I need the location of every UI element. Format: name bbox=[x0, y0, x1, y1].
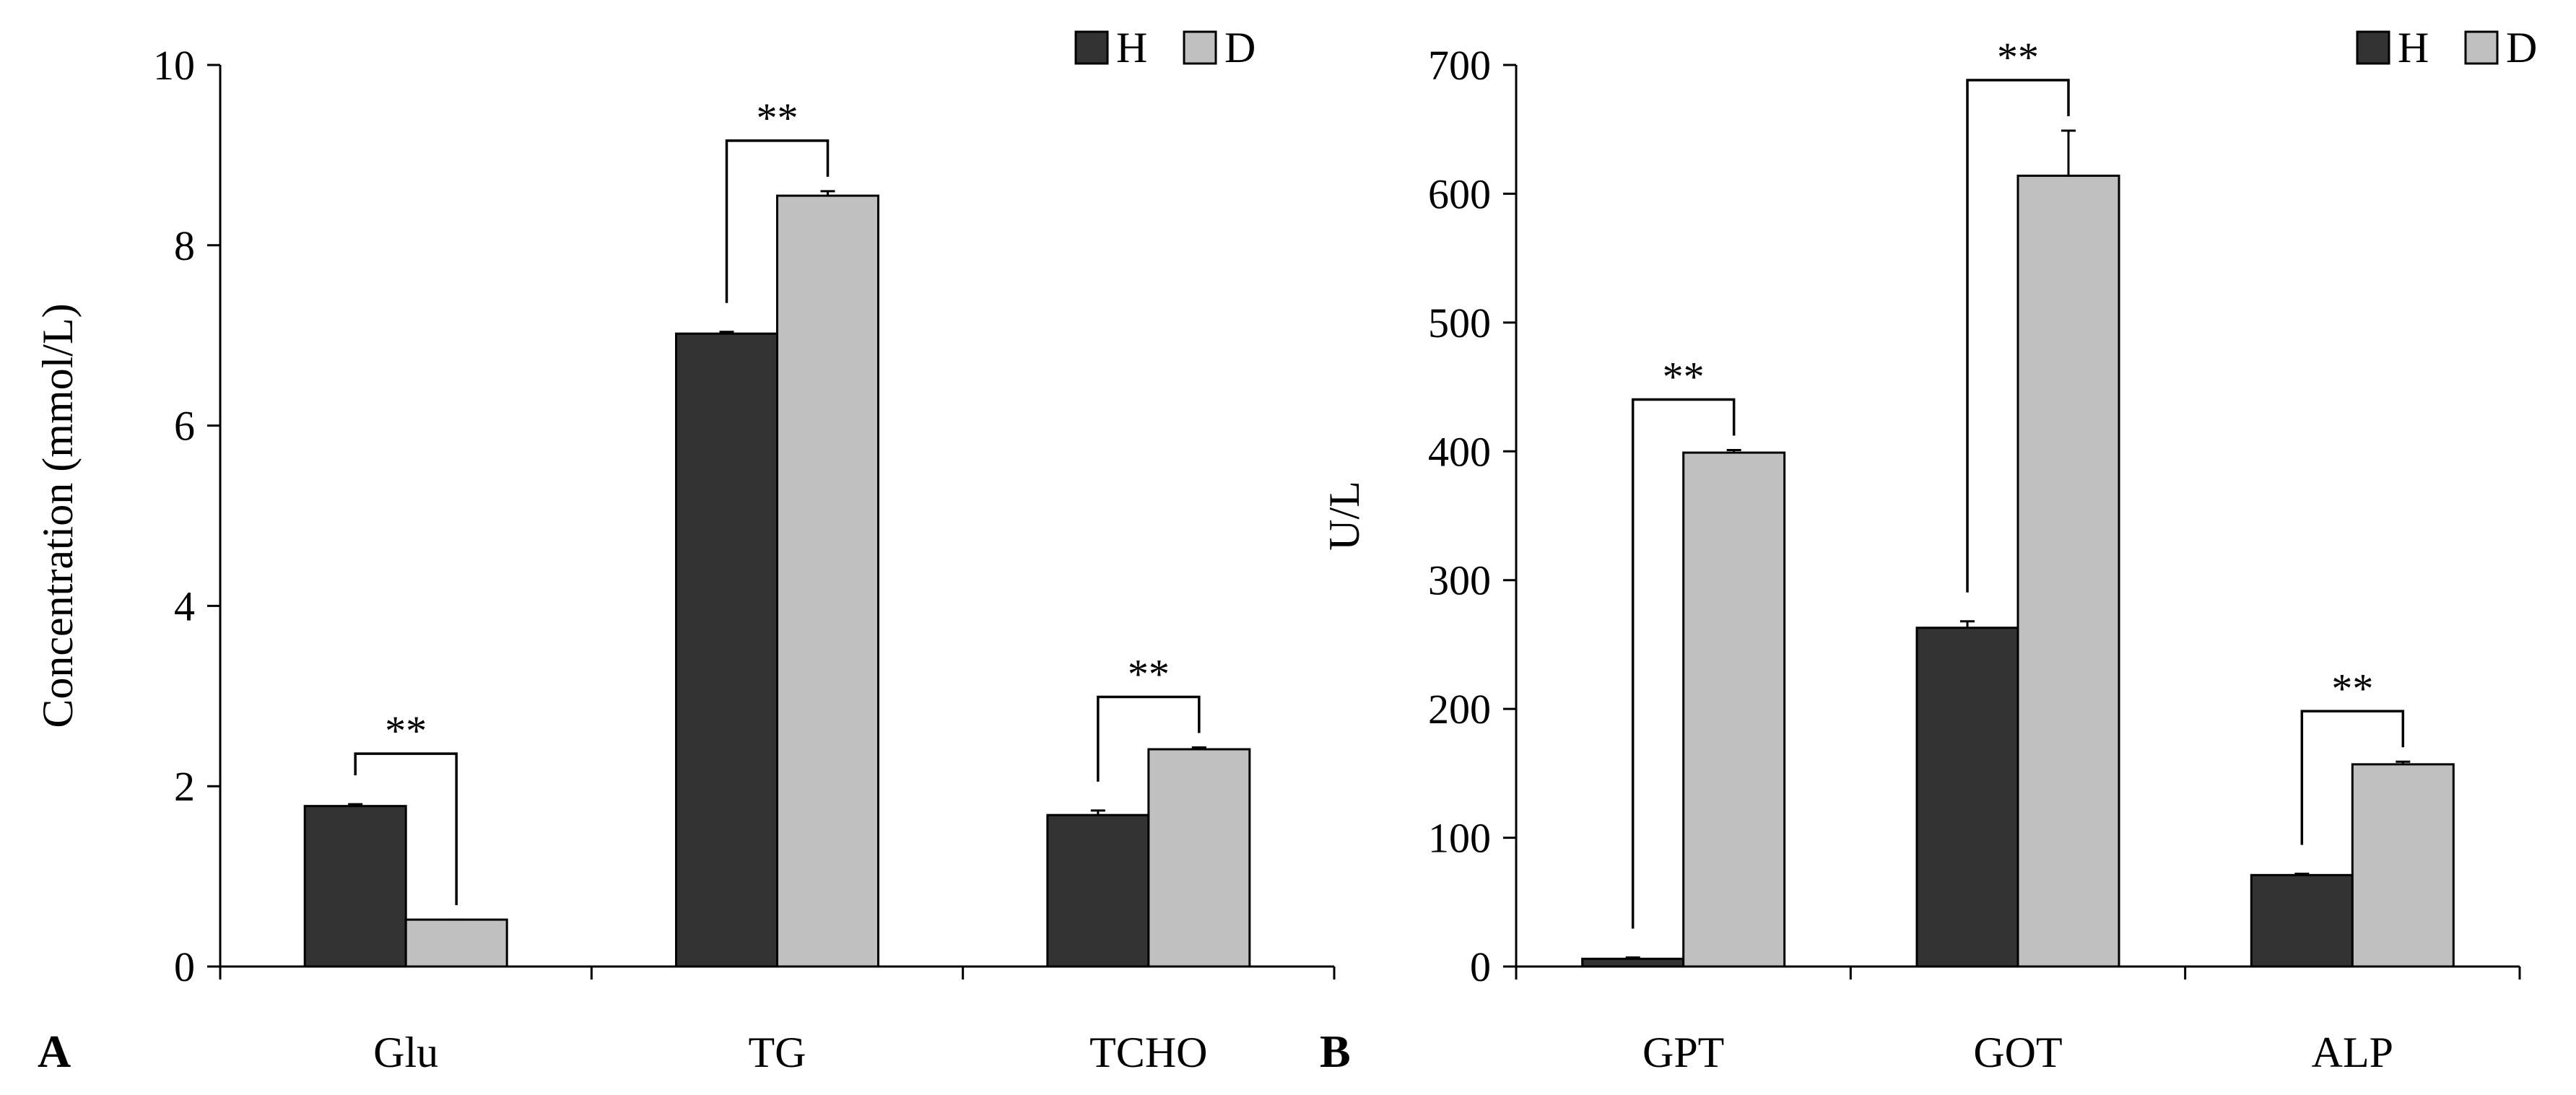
y-tick-label: 6 bbox=[174, 403, 195, 450]
error-bar-D-GOT bbox=[2061, 129, 2076, 176]
bar-H-TG bbox=[675, 332, 778, 968]
significance-bracket bbox=[354, 752, 458, 906]
error-bar-H-GPT bbox=[1625, 956, 1640, 959]
panel-label: A bbox=[38, 1026, 71, 1077]
y-tick-label: 100 bbox=[1428, 815, 1491, 862]
y-tick-label: 10 bbox=[153, 42, 195, 89]
legend-swatch-D bbox=[2464, 30, 2499, 65]
x-category-label: Glu bbox=[373, 1029, 438, 1076]
x-category-label: GPT bbox=[1642, 1029, 1724, 1076]
bar-H-TCHO bbox=[1046, 813, 1150, 968]
bar-H-GPT bbox=[1581, 957, 1685, 968]
x-category-label: ALP bbox=[2312, 1029, 2393, 1076]
error-bar-H-GOT bbox=[1960, 620, 1975, 628]
y-tick-label: 700 bbox=[1428, 42, 1491, 89]
significance-bracket bbox=[1966, 79, 2070, 593]
error-bar-D-GPT bbox=[1726, 449, 1741, 453]
y-tick-label: 200 bbox=[1428, 686, 1491, 733]
y-tick-label: 4 bbox=[174, 583, 195, 629]
error-bar-D-ALP bbox=[2396, 760, 2411, 764]
y-tick-label: 0 bbox=[174, 943, 195, 990]
x-category-label: TCHO bbox=[1089, 1029, 1207, 1076]
bar-D-Glu bbox=[404, 918, 508, 968]
y-tick-label: 8 bbox=[174, 222, 195, 269]
legend-label-H: H bbox=[2398, 24, 2429, 71]
y-tick-label: 0 bbox=[1470, 943, 1491, 990]
error-bar-H-TG bbox=[719, 331, 734, 334]
y-axis-title: Concentration (mmol/L) bbox=[34, 303, 82, 728]
bar-D-GPT bbox=[1682, 451, 1786, 968]
bar-D-TG bbox=[776, 194, 879, 968]
significance-label: ** bbox=[757, 95, 799, 141]
significance-bracket bbox=[725, 139, 830, 303]
legend-label-D: D bbox=[2506, 24, 2537, 71]
bar-D-ALP bbox=[2351, 763, 2455, 968]
legend-label-D: D bbox=[1224, 24, 1256, 71]
legend-swatch-H bbox=[2356, 30, 2390, 65]
error-bar-D-TG bbox=[820, 190, 835, 196]
error-bar-D-TCHO bbox=[1191, 746, 1206, 749]
significance-label: ** bbox=[385, 707, 427, 754]
y-tick-label: 400 bbox=[1428, 428, 1491, 475]
x-category-label: GOT bbox=[1973, 1029, 2062, 1076]
bar-H-GOT bbox=[1915, 627, 2019, 968]
significance-label: ** bbox=[2331, 665, 2373, 712]
significance-label: ** bbox=[1997, 34, 2039, 81]
significance-bracket bbox=[1097, 695, 1201, 782]
legend-swatch-H bbox=[1074, 30, 1109, 65]
legend-label-H: H bbox=[1116, 24, 1147, 71]
y-tick-label: 2 bbox=[174, 763, 195, 810]
chart-panel-B: 0 100 200 300 400 500 600 700 U/L B ** GPT ** GOT ** AL… bbox=[1320, 24, 2537, 1077]
legend-swatch-D bbox=[1183, 30, 1217, 65]
bar-H-ALP bbox=[2250, 873, 2354, 968]
bar-D-GOT bbox=[2016, 174, 2120, 968]
panel-label: B bbox=[1320, 1026, 1351, 1077]
significance-label: ** bbox=[1128, 650, 1170, 697]
y-tick-label: 500 bbox=[1428, 300, 1491, 346]
y-tick-label: 300 bbox=[1428, 557, 1491, 604]
significance-bracket bbox=[2300, 710, 2405, 845]
significance-label: ** bbox=[1663, 354, 1705, 401]
error-bar-H-ALP bbox=[2294, 873, 2310, 876]
significance-bracket bbox=[1631, 398, 1736, 929]
bar-D-TCHO bbox=[1147, 748, 1251, 968]
error-bar-H-TCHO bbox=[1090, 809, 1105, 816]
x-category-label: TG bbox=[749, 1029, 806, 1076]
y-tick-label: 600 bbox=[1428, 170, 1491, 217]
y-axis-title: U/L bbox=[1320, 481, 1368, 551]
bar-H-Glu bbox=[303, 805, 407, 968]
chart-panel-A: 0 2 4 6 8 10 Concentration (mmol/L) A ** Glu ** TG *… bbox=[34, 24, 1336, 1077]
error-bar-H-Glu bbox=[348, 803, 363, 806]
